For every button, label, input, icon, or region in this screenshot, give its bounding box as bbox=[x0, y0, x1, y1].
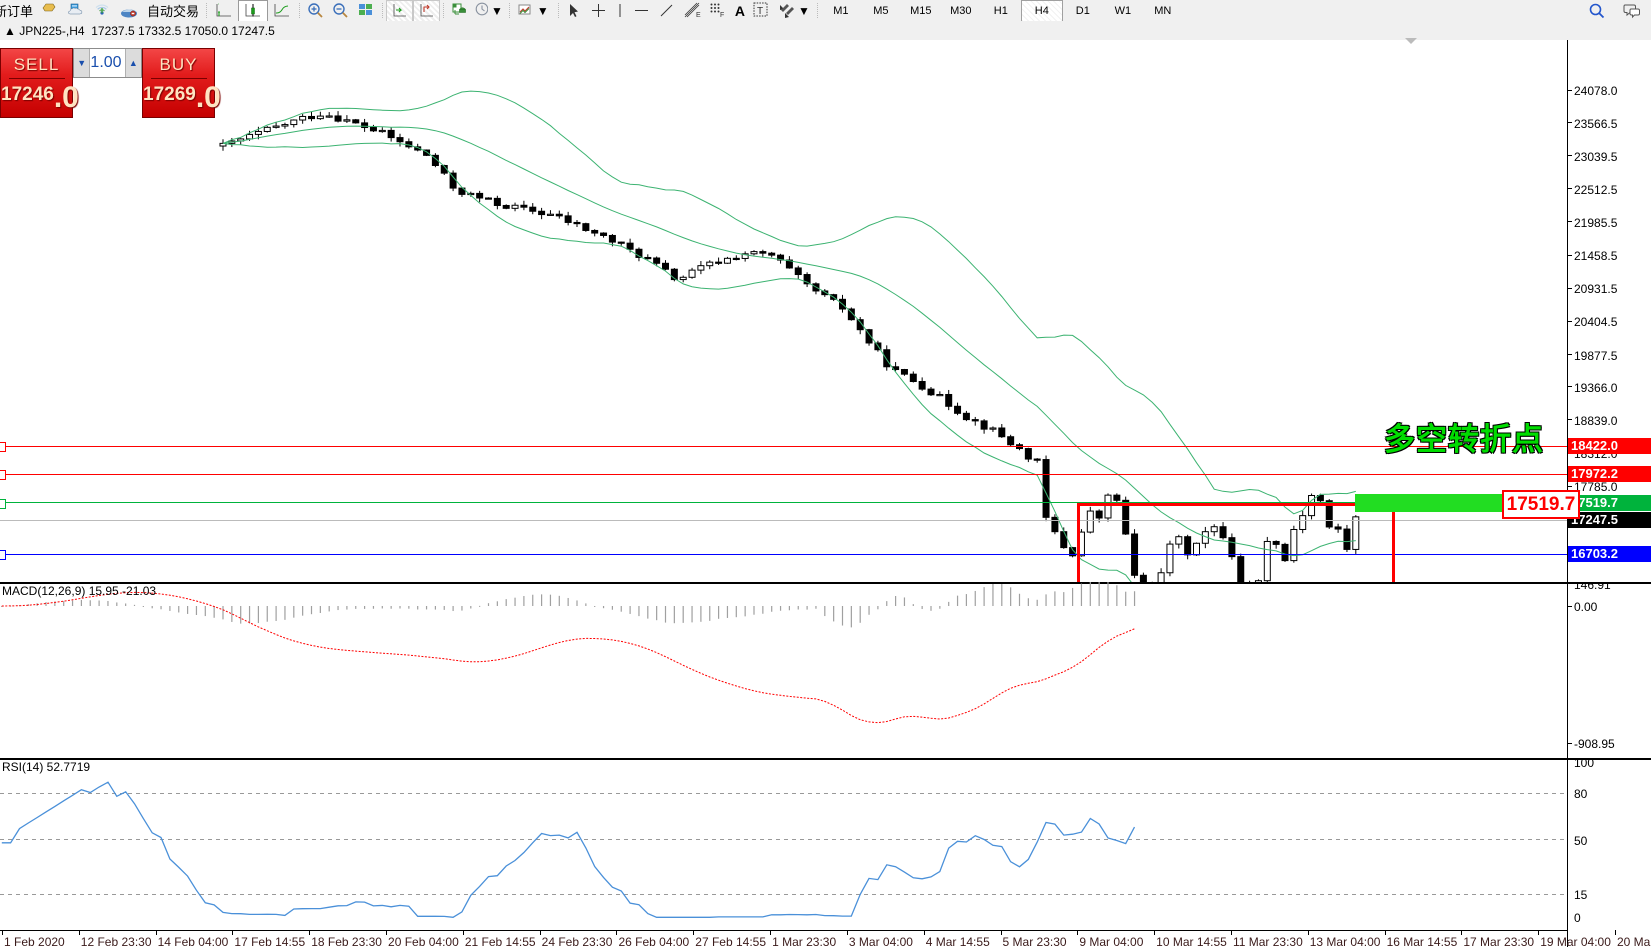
svg-text:T: T bbox=[757, 6, 763, 17]
svg-text:F: F bbox=[720, 12, 724, 19]
svg-text:E: E bbox=[696, 12, 701, 19]
